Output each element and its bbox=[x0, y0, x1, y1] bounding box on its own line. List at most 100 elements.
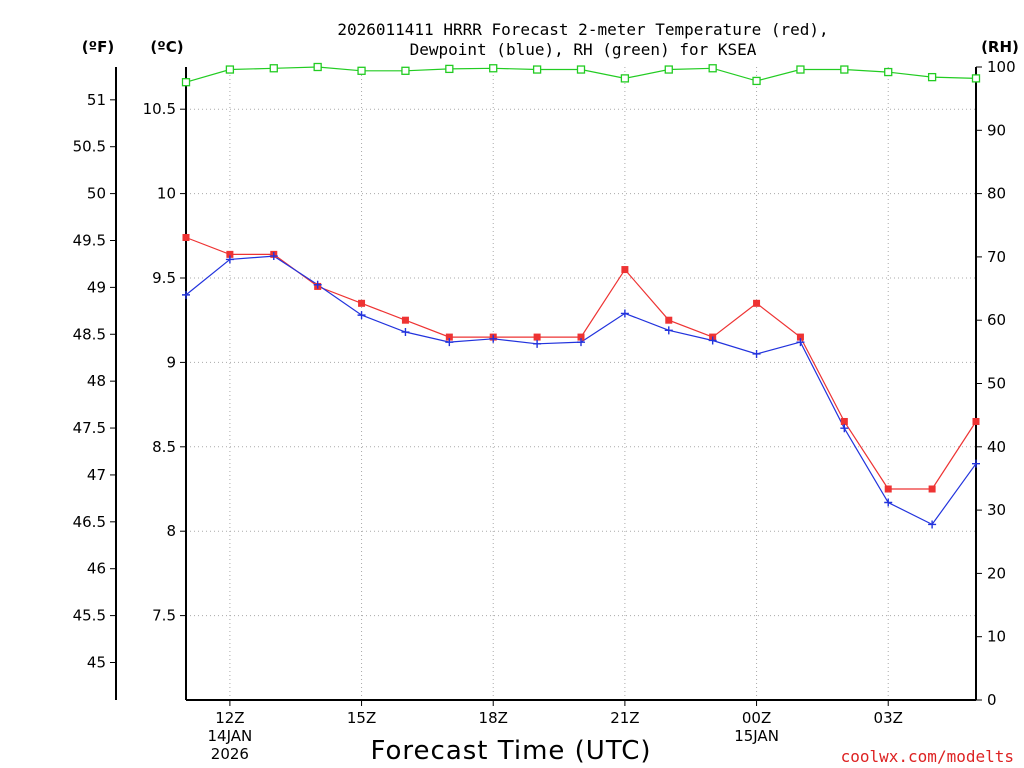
temperature-point bbox=[621, 266, 629, 274]
x-tick-date-label: 14JAN bbox=[208, 727, 253, 745]
rh-point bbox=[269, 64, 278, 73]
rh-point bbox=[708, 64, 717, 73]
rh-tick-label: 50 bbox=[987, 375, 1006, 393]
rh-point bbox=[401, 66, 410, 75]
dewpoint-point bbox=[972, 459, 980, 468]
rh-unit-label: (RH) bbox=[981, 38, 1019, 56]
x-tick-label: 21Z bbox=[610, 709, 639, 727]
rh-point bbox=[445, 64, 454, 74]
fahrenheit-tick-label: 46 bbox=[87, 560, 106, 578]
celsius-tick-label: 10 bbox=[157, 185, 176, 203]
temperature-point bbox=[665, 316, 673, 324]
rh-point bbox=[884, 67, 893, 77]
x-tick-label: 12Z bbox=[215, 709, 244, 727]
celsius-tick-label: 9 bbox=[166, 353, 176, 371]
fahrenheit-tick-label: 47.5 bbox=[73, 419, 106, 437]
dewpoint-point bbox=[445, 338, 454, 347]
rh-tick-label: 20 bbox=[987, 564, 1006, 582]
fahrenheit-tick-label: 48.5 bbox=[73, 325, 106, 343]
temperature-point bbox=[533, 333, 541, 341]
celsius-unit-label: (ºC) bbox=[150, 38, 183, 56]
rh-point bbox=[357, 66, 366, 75]
x-tick-label: 03Z bbox=[874, 709, 903, 727]
x-tick-label: 15Z bbox=[347, 709, 376, 727]
rh-tick-label: 100 bbox=[987, 58, 1016, 76]
fahrenheit-tick-label: 46.5 bbox=[73, 513, 106, 531]
rh-point bbox=[927, 72, 937, 82]
temperature-point bbox=[358, 299, 366, 307]
dewpoint-point bbox=[182, 290, 190, 299]
rh-tick-label: 70 bbox=[987, 248, 1006, 266]
celsius-tick-label: 7.5 bbox=[152, 607, 176, 625]
celsius-tick-label: 8 bbox=[166, 522, 176, 540]
temperature-point bbox=[884, 485, 892, 493]
fahrenheit-tick-label: 45.5 bbox=[73, 607, 106, 625]
dewpoint-point bbox=[225, 255, 234, 264]
rh-point bbox=[489, 64, 498, 73]
x-axis-title: Forecast Time (UTC) bbox=[370, 736, 651, 766]
celsius-tick-label: 9.5 bbox=[152, 269, 176, 287]
dewpoint-point bbox=[620, 309, 629, 318]
x-tick-date-label: 15JAN bbox=[734, 727, 779, 745]
rh-point bbox=[181, 78, 191, 87]
rh-point bbox=[840, 65, 849, 74]
rh-point bbox=[576, 65, 586, 74]
temperature-point bbox=[796, 333, 804, 341]
temperature-point bbox=[928, 485, 936, 493]
grid bbox=[186, 67, 976, 700]
rh-tick-label: 40 bbox=[987, 438, 1006, 456]
celsius-tick-label: 8.5 bbox=[152, 438, 176, 456]
dewpoint-point bbox=[752, 349, 761, 358]
fahrenheit-tick-label: 49 bbox=[87, 278, 106, 296]
dewpoint-point bbox=[928, 520, 937, 529]
series-lines bbox=[185, 66, 977, 526]
temperature-point bbox=[840, 417, 848, 425]
dewpoint-point bbox=[840, 424, 849, 433]
dewpoint-point bbox=[577, 338, 585, 347]
rh-point bbox=[620, 74, 630, 83]
dewpoint-point bbox=[796, 338, 805, 347]
temperature-point bbox=[972, 417, 980, 425]
fahrenheit-unit-label: (ºF) bbox=[82, 38, 114, 56]
x-tick-label: 00Z bbox=[742, 709, 771, 727]
fahrenheit-tick-label: 50.5 bbox=[73, 138, 106, 156]
rh-point bbox=[752, 76, 761, 86]
rh-tick-label: 90 bbox=[987, 121, 1006, 139]
chart-title-line1: 2026011411 HRRR Forecast 2-meter Tempera… bbox=[337, 20, 828, 39]
temperature-point bbox=[753, 299, 761, 307]
fahrenheit-tick-label: 50 bbox=[87, 185, 106, 203]
x-tick-label: 18Z bbox=[479, 709, 508, 727]
dewpoint-point bbox=[664, 326, 673, 335]
chart-title-line2: Dewpoint (blue), RH (green) for KSEA bbox=[410, 40, 757, 59]
rh-tick-label: 0 bbox=[987, 691, 997, 709]
rh-tick-label: 30 bbox=[987, 501, 1006, 519]
series-markers bbox=[181, 62, 981, 529]
dewpoint-point bbox=[313, 280, 322, 289]
dewpoint-point bbox=[533, 339, 542, 348]
rh-point bbox=[664, 65, 673, 74]
rh-point bbox=[225, 65, 235, 74]
rh-point bbox=[971, 74, 981, 83]
fahrenheit-tick-label: 47 bbox=[87, 466, 106, 484]
dewpoint-point bbox=[708, 336, 717, 345]
rh-point bbox=[796, 65, 805, 74]
temperature-point bbox=[445, 333, 453, 341]
rh-point bbox=[313, 62, 322, 72]
x-tick-year-label: 2026 bbox=[211, 745, 249, 763]
credit-text: coolwx.com/modelts bbox=[841, 747, 1014, 766]
fahrenheit-tick-label: 48 bbox=[87, 372, 106, 390]
celsius-tick-label: 10.5 bbox=[143, 100, 176, 118]
temperature-point bbox=[182, 233, 190, 241]
dewpoint-line bbox=[185, 255, 977, 526]
fahrenheit-tick-label: 45 bbox=[87, 653, 106, 671]
dewpoint-point bbox=[269, 252, 278, 261]
rh-point bbox=[532, 65, 542, 74]
rh-tick-label: 10 bbox=[987, 628, 1006, 646]
fahrenheit-tick-label: 49.5 bbox=[73, 231, 106, 249]
axes bbox=[110, 66, 982, 706]
temperature-point bbox=[226, 250, 234, 258]
dewpoint-point bbox=[357, 311, 366, 320]
temperature-point bbox=[401, 316, 409, 324]
